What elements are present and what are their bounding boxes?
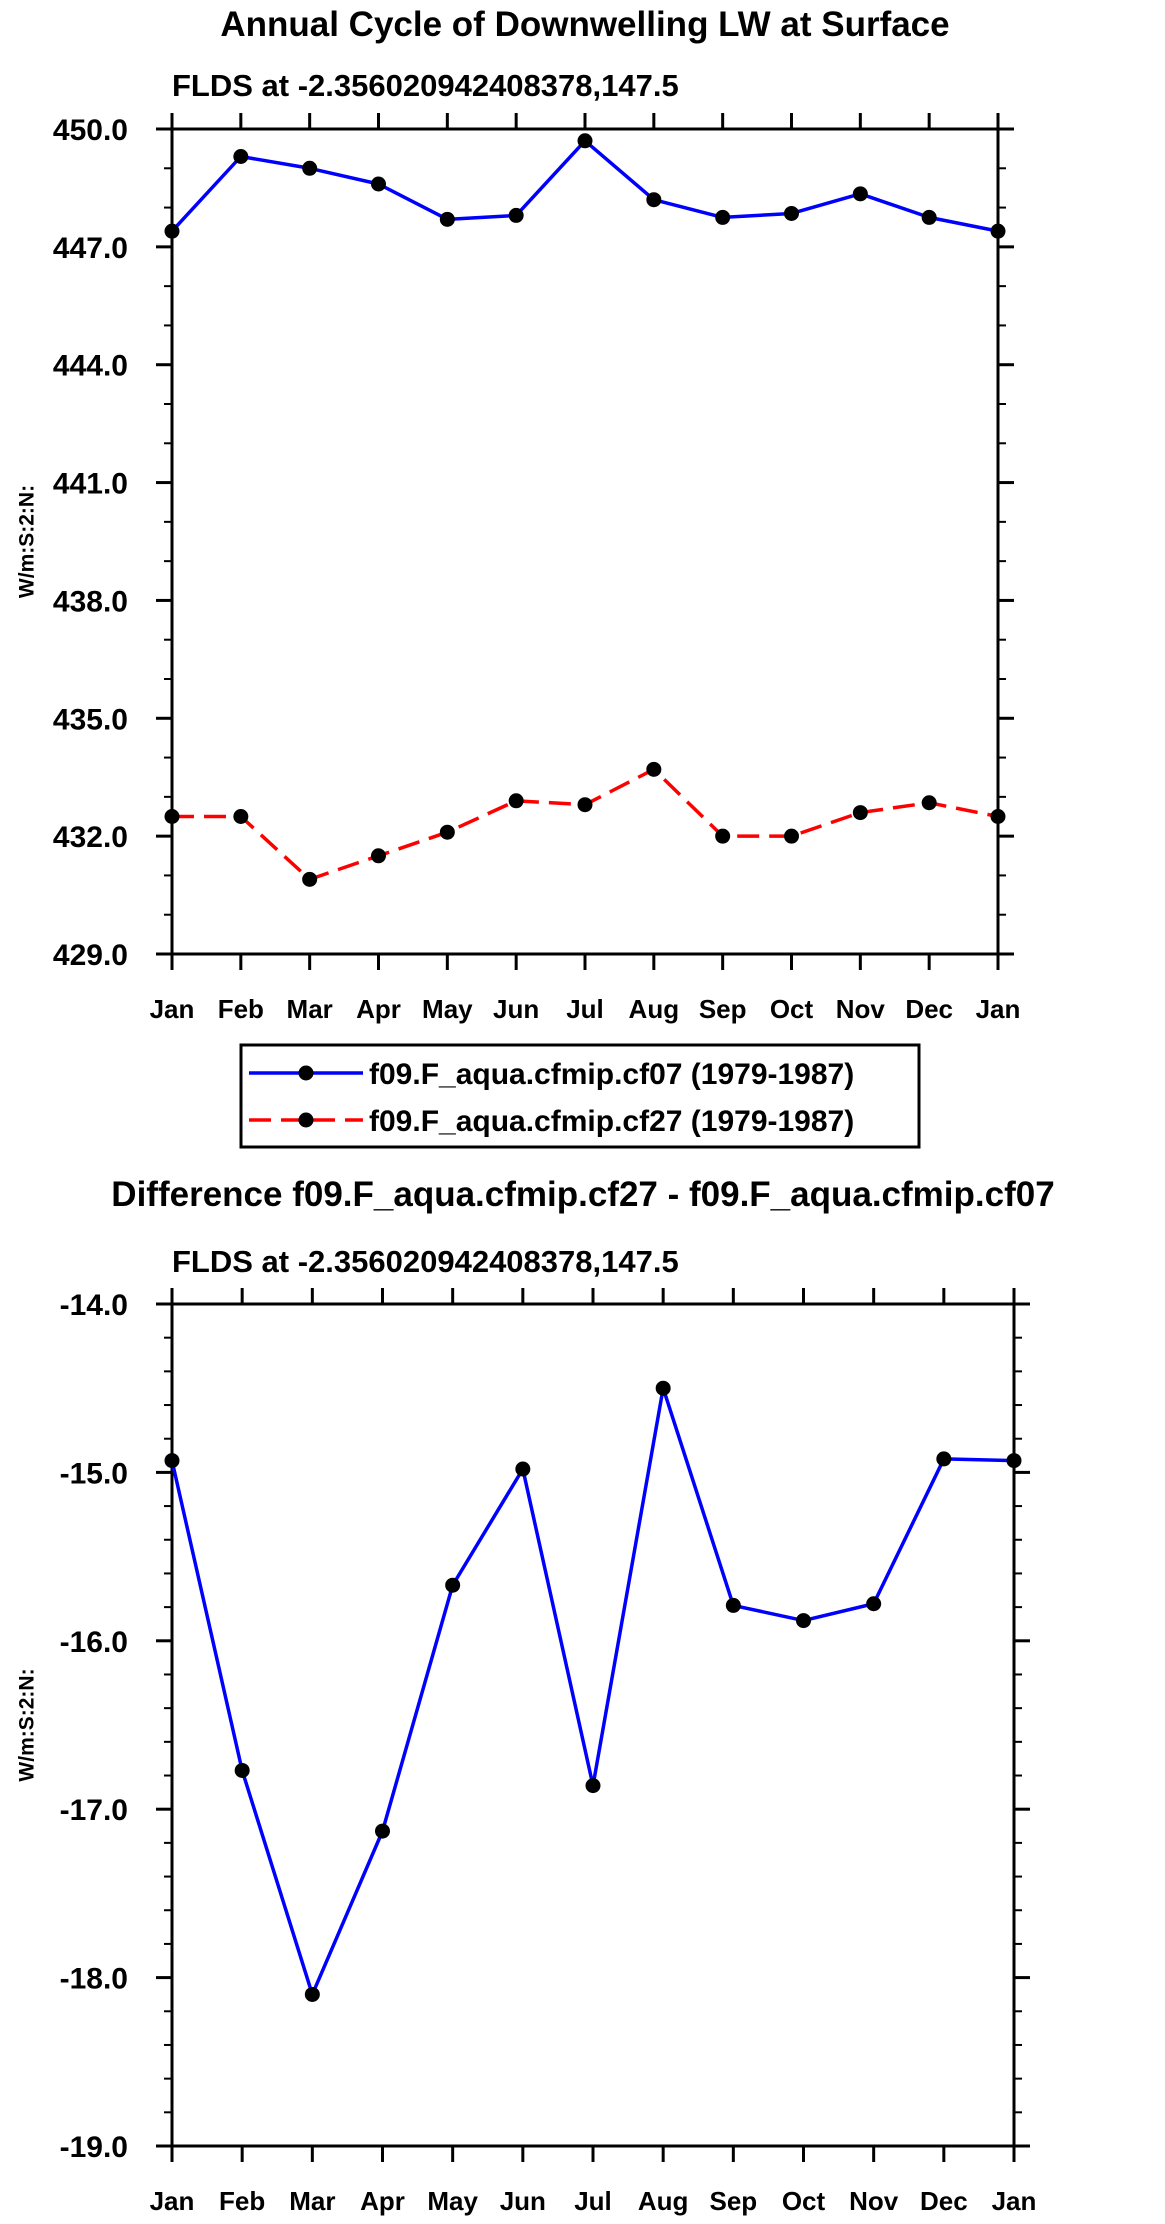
- chart1-series-1-point: [921, 209, 937, 225]
- chart1-series-2-point: [921, 795, 937, 811]
- legend-marker-1: [298, 1065, 314, 1081]
- chart2-series-1-point: [515, 1461, 531, 1477]
- chart2-y-tick-label: -17.0: [60, 1794, 128, 1827]
- chart1-x-tick-label: Apr: [356, 994, 401, 1024]
- chart1-x-tick-label: Jul: [566, 994, 604, 1024]
- chart1-x-tick-label: May: [422, 994, 473, 1024]
- chart2-x-tick-label: Feb: [219, 2186, 265, 2216]
- chart2-series-1-point: [234, 1762, 250, 1778]
- chart1-series-2-point: [715, 828, 731, 844]
- chart2-series-1-point: [866, 1596, 882, 1612]
- chart2-y-tick-label: -19.0: [60, 2131, 128, 2164]
- chart1-y-tick-label: 444.0: [53, 350, 128, 383]
- chart2-series-1-point: [375, 1823, 390, 1839]
- chart1-series-2-point: [233, 809, 249, 824]
- chart1-series-1-point: [233, 149, 249, 164]
- chart1-x-tick-label: Feb: [218, 994, 264, 1024]
- chart1-series-1-point: [439, 211, 455, 227]
- chart2-x-tick-label: Nov: [849, 2186, 899, 2216]
- chart1-series-2-line: [172, 767, 999, 882]
- chart2-x-tick-label: Apr: [360, 2186, 405, 2216]
- chart1-y-tick-label: 429.0: [53, 939, 128, 972]
- chart1-x-tick-label: Aug: [629, 994, 680, 1024]
- chart2-series-1-point: [936, 1451, 952, 1467]
- chart1-x-tick-label: Jan: [976, 994, 1021, 1024]
- chart1-series-1-point: [646, 192, 662, 208]
- chart2-y-tick-label: -16.0: [60, 1626, 128, 1659]
- chart1-series-2-point: [646, 761, 662, 777]
- chart1-series-1-point: [164, 223, 180, 239]
- chart1-series-1-line: [170, 139, 999, 233]
- chart1-x-tick-label: Jun: [493, 994, 539, 1024]
- chart2-series-1-point: [585, 1778, 601, 1794]
- chart2-series-1-point: [304, 1986, 320, 2002]
- chart1-title: Annual Cycle of Downwelling LW at Surfac…: [220, 5, 949, 44]
- chart1-subtitle: FLDS at -2.356020942408378,147.5: [172, 68, 679, 103]
- chart1-series-2-point: [990, 809, 1006, 824]
- chart2-y-tick-label: -15.0: [60, 1457, 128, 1490]
- chart1-series-1-point: [784, 205, 799, 221]
- chart1-series-2-point: [852, 805, 868, 821]
- chart1-x-tick-label: Dec: [905, 994, 953, 1024]
- chart1-x-tick-label: Oct: [770, 994, 814, 1024]
- legend-box: [239, 1043, 921, 1149]
- chart2-x-tick-label: Jan: [150, 2186, 195, 2216]
- chart1-series-2-point: [302, 871, 318, 887]
- chart2-x-tick-label: Jun: [500, 2186, 546, 2216]
- chart1-series-2-point: [164, 809, 180, 824]
- chart1-plot-frame: [170, 127, 1000, 956]
- chart2-plot-frame: [170, 1302, 1016, 2148]
- chart1-series-1-point: [990, 223, 1006, 239]
- chart2-series-1-point: [725, 1597, 741, 1613]
- chart1-series-2-point: [508, 793, 524, 809]
- chart1-series-2-point: [577, 797, 593, 813]
- chart1-x-tick-label: Jan: [150, 994, 195, 1024]
- chart2-x-tick-label: Oct: [782, 2186, 826, 2216]
- chart1-series-2-point: [439, 824, 455, 840]
- chart1-series-1-point: [302, 160, 318, 176]
- chart1-ylabel: W/m:S:2:N:: [16, 485, 39, 598]
- chart1-y-tick-label: 435.0: [53, 703, 128, 736]
- chart2-x-tick-label: May: [427, 2186, 478, 2216]
- chart2-ylabel: W/m:S:2:N:: [16, 1668, 39, 1781]
- chart1-x-tick-label: Sep: [699, 994, 747, 1024]
- chart2-x-tick-label: Sep: [709, 2186, 757, 2216]
- chart1-series-1-point: [852, 186, 868, 202]
- chart2-series-1-point: [655, 1380, 671, 1396]
- chart2-y-tick-label: -18.0: [60, 1963, 128, 1996]
- chart1-series-1-point: [715, 209, 731, 225]
- chart2-x-tick-label: Dec: [920, 2186, 968, 2216]
- legend-marker-2: [298, 1112, 314, 1128]
- chart1-y-tick-label: 450.0: [53, 114, 128, 147]
- chart1-series-2-point: [371, 848, 386, 864]
- chart1-series-2-point: [784, 828, 799, 844]
- chart2-series-1-point: [1006, 1453, 1022, 1469]
- chart2-x-tick-label: Jan: [992, 2186, 1037, 2216]
- chart1-series-1-point: [371, 176, 386, 192]
- chart2-x-tick-label: Mar: [289, 2186, 335, 2216]
- chart2-series-1-point: [164, 1453, 180, 1469]
- chart2-x-tick-label: Jul: [574, 2186, 612, 2216]
- chart2-subtitle: FLDS at -2.356020942408378,147.5: [172, 1244, 679, 1279]
- chart1-series-1-point: [508, 207, 524, 223]
- chart1-x-tick-label: Mar: [287, 994, 333, 1024]
- chart1-series-1-point: [577, 133, 593, 149]
- chart2-title: Difference f09.F_aqua.cfmip.cf27 - f09.F…: [111, 1175, 1054, 1214]
- legend-label-2: f09.F_aqua.cfmip.cf27 (1979-1987): [369, 1105, 854, 1138]
- chart1-x-tick-label: Nov: [836, 994, 886, 1024]
- chart1-y-tick-label: 441.0: [53, 468, 128, 501]
- chart1-y-tick-label: 447.0: [53, 232, 128, 265]
- chart2-series-1-point: [796, 1613, 811, 1629]
- chart2-x-tick-label: Aug: [638, 2186, 689, 2216]
- chart1-y-tick-label: 432.0: [53, 821, 128, 854]
- legend-label-1: f09.F_aqua.cfmip.cf07 (1979-1987): [369, 1058, 854, 1091]
- chart2-series-1-point: [445, 1577, 461, 1593]
- chart2-y-tick-label: -14.0: [60, 1289, 128, 1322]
- chart2-series-1-line: [170, 1386, 1015, 1997]
- chart1-y-tick-label: 438.0: [53, 585, 128, 618]
